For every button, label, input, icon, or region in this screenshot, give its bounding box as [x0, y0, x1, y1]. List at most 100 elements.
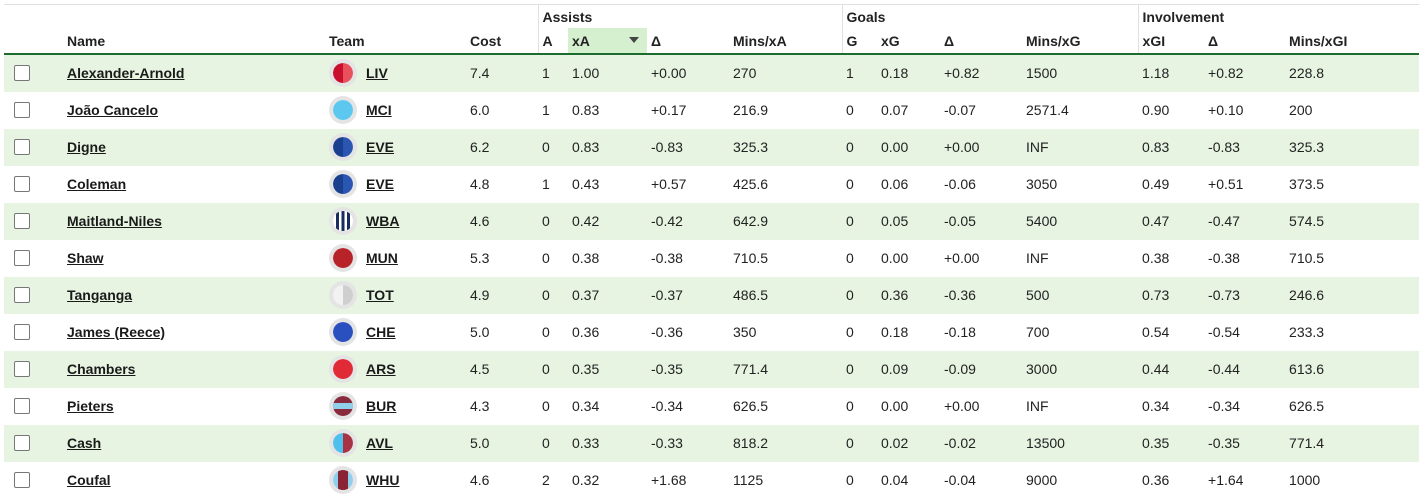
- row-checkbox[interactable]: [14, 472, 30, 489]
- delta-g-cell: -0.06: [940, 165, 1022, 203]
- row-checkbox[interactable]: [14, 139, 30, 156]
- team-link[interactable]: EVE: [366, 175, 395, 192]
- column-header-g[interactable]: G: [841, 28, 877, 55]
- team-cell: LIV: [325, 54, 466, 92]
- team-link[interactable]: ARS: [366, 360, 396, 377]
- player-name-link[interactable]: Digne: [67, 138, 106, 155]
- row-checkbox[interactable]: [14, 102, 30, 119]
- group-header-involvement: Involvement: [1137, 4, 1419, 28]
- row-checkbox[interactable]: [14, 361, 30, 378]
- column-header-delta-g[interactable]: Δ: [940, 28, 1022, 55]
- mins-xa-cell: 1125: [729, 461, 842, 499]
- xg-cell: 0.00: [877, 387, 940, 425]
- goals-cell: 0: [842, 313, 877, 351]
- assists-cell: 1: [538, 54, 568, 92]
- delta-a-cell: -0.38: [647, 239, 729, 277]
- row-select-cell: [4, 128, 63, 166]
- delta-gi-cell: -0.73: [1204, 276, 1286, 314]
- row-checkbox[interactable]: [14, 176, 30, 193]
- column-header-mins-xa[interactable]: Mins/xA: [729, 28, 842, 55]
- column-header-mins-xg[interactable]: Mins/xG: [1022, 28, 1139, 55]
- mins-xa-cell: 270: [729, 54, 842, 92]
- team-kit-icon: [329, 95, 357, 124]
- row-checkbox[interactable]: [14, 65, 30, 82]
- team-kit-icon: [329, 317, 357, 346]
- column-header-team[interactable]: Team: [325, 28, 466, 55]
- column-header-delta-gi[interactable]: Δ: [1204, 28, 1286, 55]
- player-name-link[interactable]: João Cancelo: [67, 101, 159, 118]
- row-checkbox[interactable]: [14, 435, 30, 452]
- row-select-cell: [4, 54, 63, 92]
- team-link[interactable]: AVL: [366, 434, 393, 451]
- row-checkbox[interactable]: [14, 213, 30, 230]
- cost-cell: 4.9: [466, 276, 538, 314]
- delta-a-cell: -0.34: [647, 387, 729, 425]
- assists-cell: 1: [538, 165, 568, 203]
- column-header-xa[interactable]: xA: [568, 28, 647, 55]
- table-row: Coufal WHU 4.6 2 0.32 +1.68 1125 0 0.04 …: [4, 461, 1419, 499]
- table-row: Digne EVE 6.2 0 0.83 -0.83 325.3 0 0.00 …: [4, 128, 1419, 166]
- mins-xg-cell: INF: [1022, 239, 1139, 277]
- goals-cell: 0: [842, 387, 877, 425]
- mins-xg-cell: 700: [1022, 313, 1139, 351]
- player-name-link[interactable]: Chambers: [67, 360, 136, 377]
- player-name-link[interactable]: Coleman: [67, 175, 127, 192]
- row-checkbox[interactable]: [14, 324, 30, 341]
- mins-xgi-cell: 325.3: [1285, 128, 1419, 166]
- xa-cell: 0.83: [568, 128, 647, 166]
- team-cell: BUR: [325, 387, 466, 425]
- column-header-cost[interactable]: Cost: [466, 28, 538, 55]
- player-name-link[interactable]: Cash: [67, 434, 102, 451]
- row-select-cell: [4, 387, 63, 425]
- assists-cell: 0: [538, 424, 568, 462]
- player-name-link[interactable]: Tanganga: [67, 286, 133, 303]
- mins-xgi-cell: 1000: [1285, 461, 1419, 499]
- team-link[interactable]: EVE: [366, 138, 395, 155]
- player-name-link[interactable]: Alexander-Arnold: [67, 64, 185, 81]
- row-checkbox[interactable]: [14, 398, 30, 415]
- row-checkbox[interactable]: [14, 287, 30, 304]
- player-name-link[interactable]: Pieters: [67, 397, 114, 414]
- column-header-xgi[interactable]: xGI: [1137, 28, 1205, 55]
- team-link[interactable]: BUR: [366, 397, 397, 414]
- column-header-mins-xgi[interactable]: Mins/xGI: [1285, 28, 1419, 55]
- team-link[interactable]: MCI: [366, 101, 392, 118]
- player-name-link[interactable]: Maitland-Niles: [67, 212, 162, 229]
- cost-cell: 4.3: [466, 387, 538, 425]
- delta-a-cell: -0.42: [647, 202, 729, 240]
- mins-xa-cell: 771.4: [729, 350, 842, 388]
- column-header-xg[interactable]: xG: [877, 28, 940, 55]
- column-header-name[interactable]: Name: [63, 28, 325, 55]
- team-cell: WBA: [325, 202, 466, 240]
- delta-a-cell: -0.83: [647, 128, 729, 166]
- team-kit-icon: [329, 465, 357, 494]
- assists-cell: 0: [538, 387, 568, 425]
- team-kit-icon: [329, 243, 357, 272]
- assists-cell: 0: [538, 276, 568, 314]
- xg-cell: 0.00: [877, 239, 940, 277]
- column-header-select: [4, 28, 63, 55]
- team-link[interactable]: WBA: [366, 212, 400, 229]
- mins-xa-cell: 325.3: [729, 128, 842, 166]
- team-link[interactable]: TOT: [366, 286, 394, 303]
- team-cell: TOT: [325, 276, 466, 314]
- team-link[interactable]: WHU: [366, 471, 400, 488]
- player-name-link[interactable]: James (Reece): [67, 323, 166, 340]
- team-link[interactable]: LIV: [366, 64, 388, 81]
- column-header-a[interactable]: A: [537, 28, 568, 55]
- assists-cell: 0: [538, 202, 568, 240]
- player-name-link[interactable]: Shaw: [67, 249, 104, 266]
- xg-cell: 0.18: [877, 313, 940, 351]
- xg-cell: 0.00: [877, 128, 940, 166]
- column-header-delta-a[interactable]: Δ: [647, 28, 729, 55]
- player-name-link[interactable]: Coufal: [67, 471, 111, 488]
- delta-a-cell: +0.17: [647, 91, 729, 129]
- mins-xgi-cell: 574.5: [1285, 202, 1419, 240]
- delta-g-cell: +0.00: [940, 239, 1022, 277]
- player-stats-table: Assists Goals Involvement Name Team Cost…: [4, 4, 1419, 499]
- team-link[interactable]: MUN: [366, 249, 398, 266]
- row-checkbox[interactable]: [14, 250, 30, 267]
- team-link[interactable]: CHE: [366, 323, 396, 340]
- goals-cell: 0: [842, 202, 877, 240]
- delta-g-cell: -0.18: [940, 313, 1022, 351]
